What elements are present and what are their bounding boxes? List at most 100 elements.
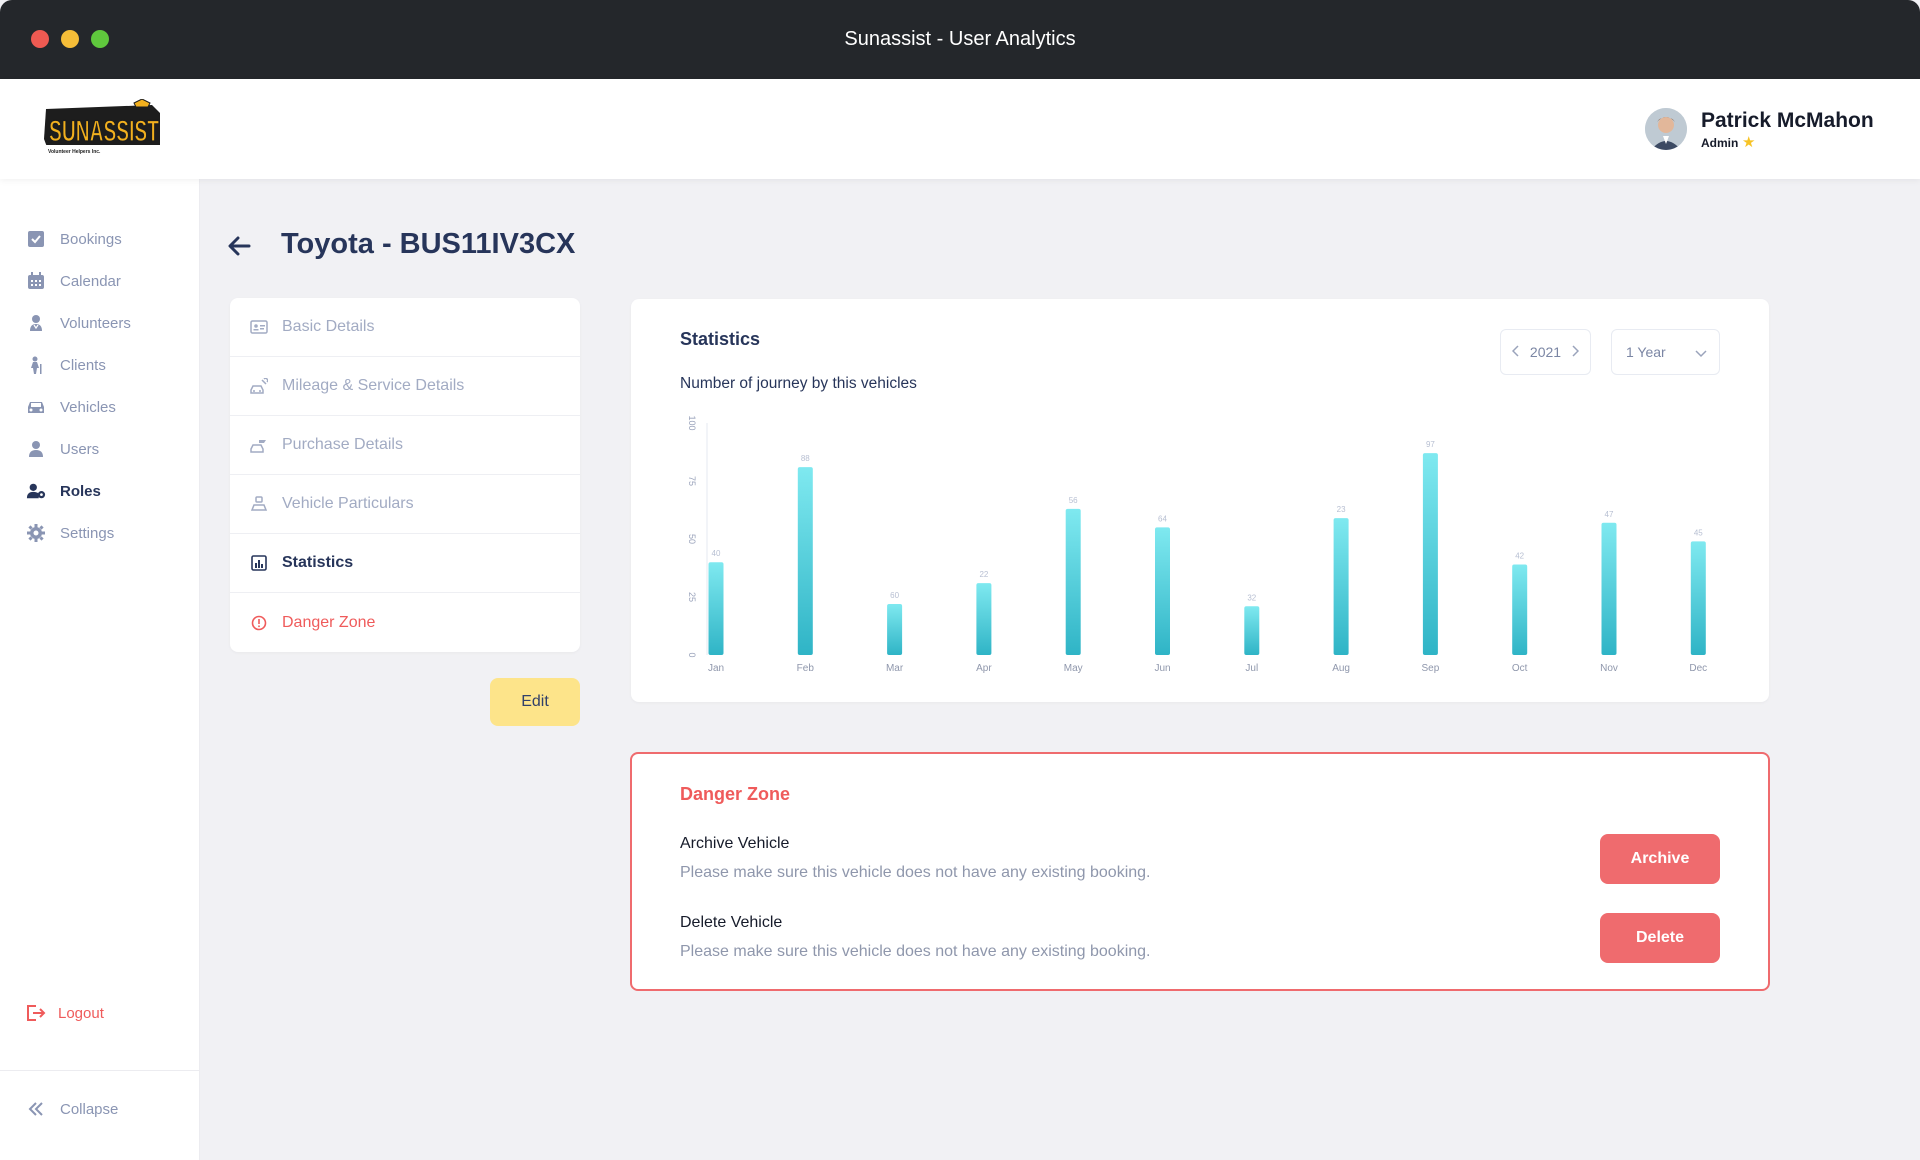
- chart-bar-feb[interactable]: [797, 467, 813, 655]
- statistics-card: 0 25 50 75 100 40 Jan 88 Feb 60 Mar 22 Apr 56 May 64 Jun…: [631, 299, 1769, 702]
- chart-bar-jul[interactable]: [1244, 606, 1260, 655]
- chart-bar-mar[interactable]: [887, 603, 903, 655]
- chart-bar-apr[interactable]: [976, 583, 992, 655]
- menu-item-label: Basic Details: [282, 318, 375, 335]
- sidebar-item-label: Vehicles: [60, 398, 116, 416]
- sidebar-divider: [0, 1070, 200, 1071]
- sidebar-item-label: Bookings: [60, 230, 122, 248]
- chevron-left-icon[interactable]: [1511, 344, 1520, 360]
- period-value: 1 Year: [1626, 344, 1666, 360]
- x-tick-label: Dec: [1689, 663, 1707, 674]
- x-tick-label: Oct: [1512, 663, 1528, 674]
- sidebar-item-label: Volunteers: [60, 314, 131, 332]
- logo-tagline: Volunteer Helpers Inc.: [48, 149, 101, 155]
- bookings-icon: [26, 229, 46, 249]
- car-purchase-icon: [250, 436, 268, 454]
- chart-bar-nov[interactable]: [1601, 522, 1617, 655]
- chart-bar-sep[interactable]: [1422, 453, 1438, 655]
- sidebar-item-volunteers[interactable]: Volunteers: [26, 311, 196, 335]
- menu-item-label: Vehicle Particulars: [282, 495, 414, 512]
- chevron-right-icon[interactable]: [1571, 344, 1580, 360]
- users-icon: [26, 439, 46, 459]
- logout-label: Logout: [58, 1004, 104, 1022]
- bar-data-label: 40: [712, 549, 721, 558]
- minimize-window-button[interactable]: [61, 30, 79, 48]
- roles-icon: [26, 481, 46, 501]
- sidebar-item-label: Calendar: [60, 272, 121, 290]
- period-select[interactable]: 1 Year: [1611, 329, 1720, 375]
- volunteers-icon: [26, 313, 46, 333]
- sidebar-item-roles[interactable]: Roles: [26, 479, 196, 503]
- double-chevron-left-icon: [26, 1099, 46, 1119]
- logout-button[interactable]: Logout: [26, 1001, 196, 1025]
- sidebar-item-calendar[interactable]: Calendar: [26, 269, 196, 293]
- archive-button[interactable]: Archive: [1600, 834, 1720, 884]
- sidebar: Bookings Calendar Volunteers Clients Veh…: [0, 179, 200, 1160]
- sidebar-item-label: Roles: [60, 482, 101, 500]
- x-tick-label: Mar: [886, 663, 904, 674]
- year-navigator[interactable]: 2021: [1500, 329, 1591, 375]
- sunassist-logo[interactable]: SUNASSIST Volunteer Helpers Inc.: [42, 99, 164, 157]
- calendar-icon: [26, 271, 46, 291]
- menu-item-mileage-service[interactable]: Mileage & Service Details: [230, 357, 580, 416]
- statistics-title: Statistics: [680, 329, 761, 349]
- y-tick-label: 50: [687, 534, 697, 544]
- bar-data-label: 32: [1247, 593, 1256, 602]
- page-title: Toyota - BUS11IV3CX: [281, 228, 576, 260]
- chevron-down-icon: [1695, 345, 1707, 361]
- menu-item-purchase-details[interactable]: Purchase Details: [230, 416, 580, 475]
- collapse-button[interactable]: Collapse: [26, 1097, 196, 1121]
- menu-item-label: Mileage & Service Details: [282, 377, 465, 394]
- bar-data-label: 60: [890, 591, 899, 600]
- y-tick-label: 100: [687, 415, 697, 430]
- vehicles-icon: [26, 397, 46, 417]
- car-service-icon: [250, 377, 268, 395]
- chart-bar-may[interactable]: [1065, 508, 1081, 655]
- sidebar-item-users[interactable]: Users: [26, 437, 196, 461]
- delete-vehicle-label: Delete Vehicle: [680, 914, 783, 931]
- bar-chart-icon: [250, 554, 268, 572]
- sidebar-item-label: Users: [60, 440, 100, 458]
- archive-vehicle-description: Please make sure this vehicle does not h…: [680, 864, 1151, 881]
- bar-data-label: 64: [1158, 514, 1167, 523]
- user-avatar[interactable]: [1645, 108, 1687, 150]
- x-tick-label: Jul: [1245, 663, 1258, 674]
- maximize-window-button[interactable]: [91, 30, 109, 48]
- delete-button[interactable]: Delete: [1600, 913, 1720, 963]
- sidebar-item-bookings[interactable]: Bookings: [26, 227, 196, 251]
- clients-icon: [26, 355, 46, 375]
- chart-bar-aug[interactable]: [1333, 518, 1349, 655]
- chart-bar-jan[interactable]: [708, 562, 724, 655]
- sidebar-item-label: Clients: [60, 356, 106, 374]
- logo-text: SUNASSIST: [49, 115, 159, 148]
- x-tick-label: Feb: [797, 663, 815, 674]
- sidebar-item-vehicles[interactable]: Vehicles: [26, 395, 196, 419]
- sidebar-item-settings[interactable]: Settings: [26, 521, 196, 545]
- danger-zone-card: Danger Zone Archive Vehicle Please make …: [630, 752, 1770, 991]
- sidebar-item-label: Settings: [60, 524, 115, 542]
- menu-item-danger-zone[interactable]: Danger Zone: [230, 593, 580, 652]
- chart-subtitle: Number of journey by this vehicles: [680, 375, 917, 392]
- menu-item-statistics[interactable]: Statistics: [230, 534, 580, 593]
- close-window-button[interactable]: [31, 30, 49, 48]
- bar-data-label: 47: [1605, 510, 1614, 519]
- menu-item-basic-details[interactable]: Basic Details: [230, 298, 580, 357]
- chart-bar-oct[interactable]: [1512, 564, 1528, 655]
- back-arrow-icon[interactable]: [227, 233, 253, 259]
- bar-data-label: 56: [1069, 496, 1078, 505]
- vehicle-particulars-icon: [250, 495, 268, 513]
- collapse-label: Collapse: [60, 1100, 119, 1118]
- sidebar-item-clients[interactable]: Clients: [26, 353, 196, 377]
- window-title: Sunassist - User Analytics: [844, 28, 1076, 50]
- logout-icon: [26, 1003, 46, 1023]
- user-name: Patrick McMahon: [1701, 109, 1874, 132]
- x-tick-label: Jan: [708, 663, 724, 674]
- x-tick-label: Sep: [1422, 663, 1440, 674]
- chart-bar-dec[interactable]: [1690, 541, 1706, 655]
- chart-bar-jun[interactable]: [1155, 527, 1170, 655]
- edit-button[interactable]: Edit: [490, 678, 580, 726]
- delete-vehicle-description: Please make sure this vehicle does not h…: [680, 943, 1151, 960]
- menu-item-vehicle-particulars[interactable]: Vehicle Particulars: [230, 475, 580, 534]
- id-card-icon: [250, 318, 268, 336]
- journey-bar-chart: 0 25 50 75 100 40 Jan 88 Feb 60 Mar 22 Apr 56 May 64 Jun…: [687, 415, 1707, 674]
